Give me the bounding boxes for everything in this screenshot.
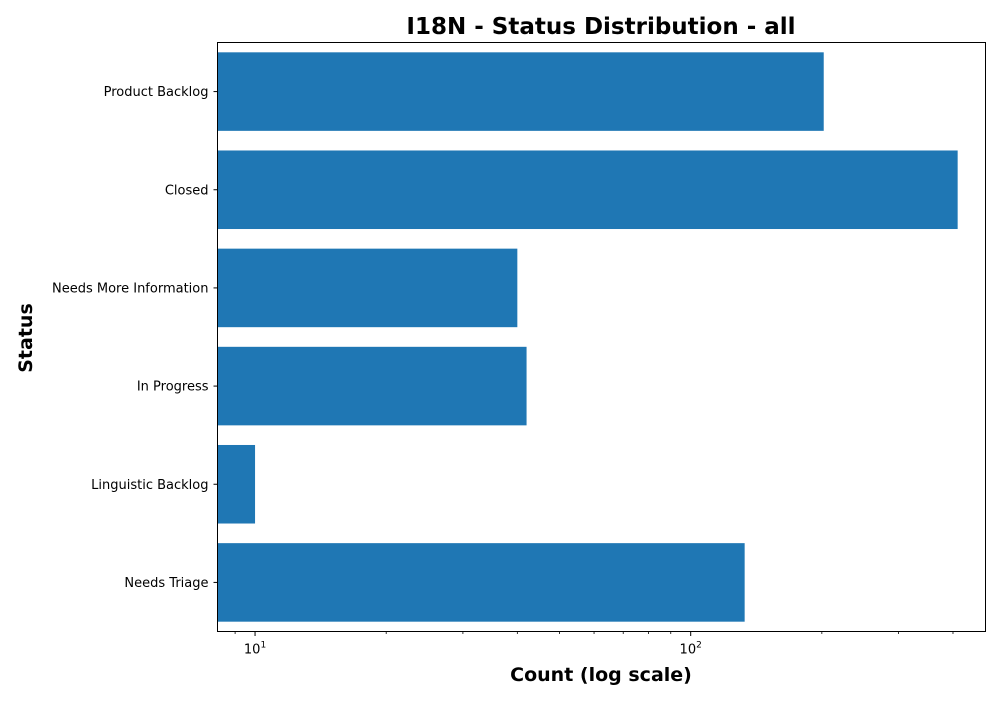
bar-needs-more-information: [217, 248, 518, 328]
chart-title: I18N - Status Distribution - all: [406, 14, 795, 40]
ticks-layer: Product Backlog Closed Needs More Informat…: [52, 85, 954, 658]
bar-needs-triage: [217, 543, 745, 622]
bar-product-backlog: [217, 52, 824, 131]
bar-linguistic-backlog: [217, 444, 256, 524]
y-tick-label: Needs Triage: [124, 576, 208, 591]
y-tick-label: Product Backlog: [104, 85, 209, 100]
x-tick-label: 101: [244, 641, 266, 658]
bar-in-progress: [217, 346, 527, 426]
x-axis-label: Count (log scale): [510, 664, 692, 686]
plot-frame: [217, 42, 986, 632]
bars-layer: [217, 52, 958, 622]
y-tick-label: Needs More Information: [52, 281, 209, 296]
y-tick-label: Linguistic Backlog: [91, 478, 208, 493]
x-tick-label: 102: [680, 641, 702, 658]
y-tick-label: In Progress: [137, 380, 209, 395]
bar-closed: [217, 150, 958, 230]
y-tick-label: Closed: [165, 183, 209, 198]
y-axis-label: Status: [15, 303, 37, 373]
